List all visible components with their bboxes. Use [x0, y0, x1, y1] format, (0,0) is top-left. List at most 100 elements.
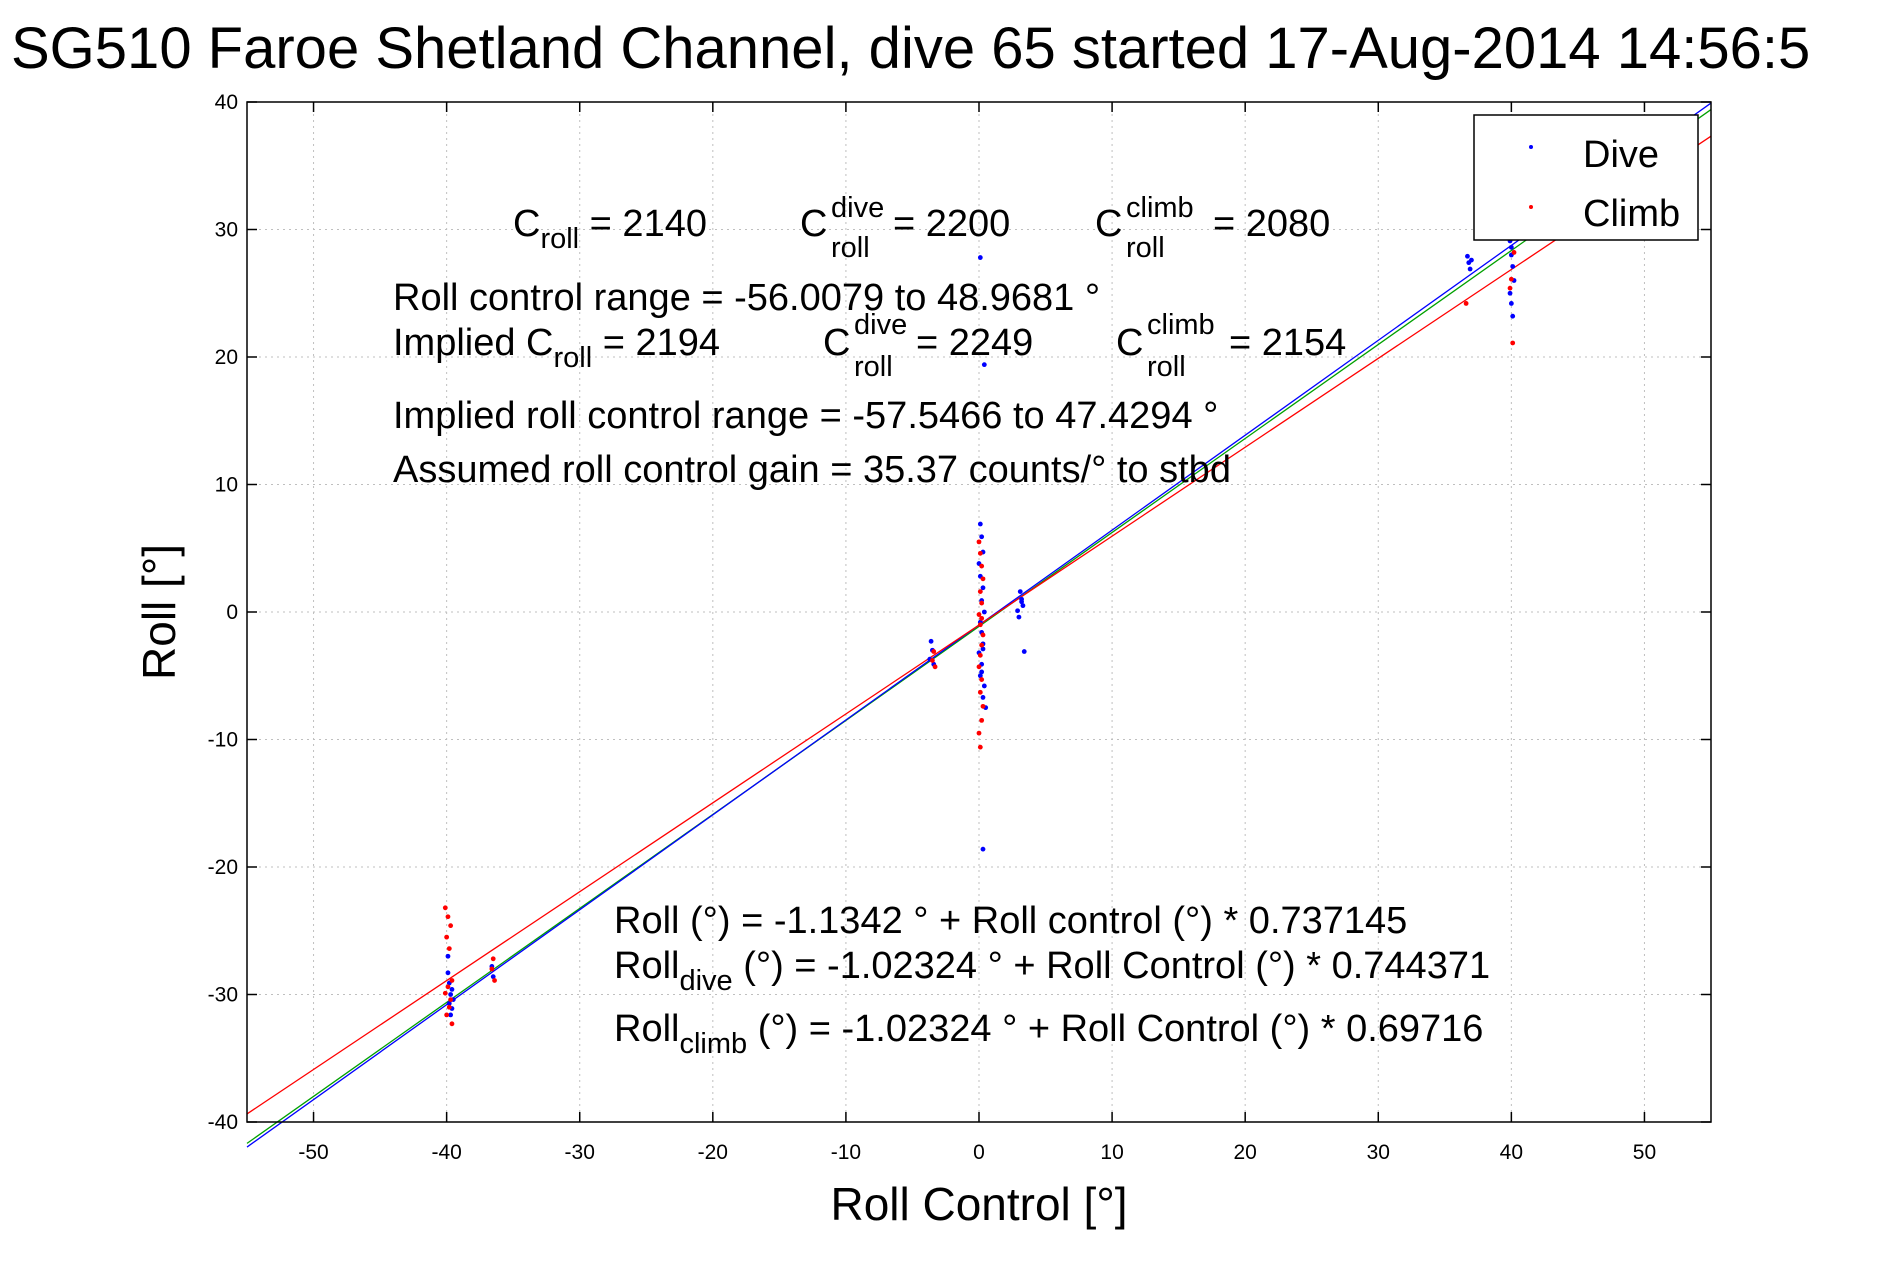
legend-marker-climb — [1529, 205, 1533, 209]
data-point-climb — [976, 539, 982, 545]
data-point-dive — [980, 646, 986, 652]
annotation-implied-c-roll-climb-value: = 2154 — [1229, 322, 1346, 364]
data-point-dive — [980, 846, 986, 852]
data-point-climb — [976, 664, 982, 670]
data-point-climb — [979, 615, 985, 621]
data-point-climb — [445, 984, 451, 990]
axis-ticks: -50 -40 -30 -20 -10 0 10 20 30 40 50 -40 -30 -20 -10 0 1… — [208, 91, 1711, 1164]
data-point-dive — [1015, 608, 1020, 614]
data-point-dive — [445, 953, 451, 959]
data-point-climb — [446, 1004, 452, 1010]
data-point-dive — [449, 987, 455, 992]
x-axis-label: Roll Control [°] — [830, 1178, 1127, 1230]
data-point-dive — [1016, 614, 1022, 620]
data-point-dive — [1465, 253, 1470, 259]
data-point-climb — [979, 563, 985, 569]
data-point-climb — [979, 600, 985, 606]
data-point-climb — [980, 703, 986, 709]
y-tick-label: 10 — [215, 474, 238, 497]
data-point-climb — [1508, 276, 1514, 282]
y-tick-label: -20 — [208, 856, 238, 879]
data-point-climb — [444, 934, 450, 940]
data-point-dive — [1021, 649, 1027, 654]
x-tick-label: 40 — [1500, 1141, 1523, 1164]
data-point-climb — [449, 1021, 455, 1027]
data-point-dive — [928, 638, 934, 644]
data-point-climb — [1511, 250, 1517, 255]
data-point-dive — [980, 585, 986, 591]
data-point-dive — [1507, 290, 1513, 296]
x-tick-label: -10 — [831, 1141, 861, 1164]
legend: Dive Climb — [1473, 114, 1699, 241]
legend-label-dive: Dive — [1583, 134, 1659, 176]
annotation-roll-control-range: Roll control range = -56.0079 to 48.9681… — [393, 277, 1100, 319]
annotation-c-roll-dive-value: = 2200 — [893, 203, 1010, 245]
annotation-implied-range: Implied roll control range = -57.5466 to… — [393, 395, 1218, 437]
annotation-assumed-gain: Assumed roll control gain = 35.37 counts… — [393, 449, 1231, 491]
data-point-climb — [1510, 340, 1516, 346]
x-tick-label: 30 — [1367, 1141, 1390, 1164]
annotation-implied-c-roll: Implied Croll = 2194 — [393, 322, 720, 374]
data-point-dive — [981, 683, 987, 689]
data-point-climb — [492, 978, 497, 983]
x-tick-label: 20 — [1234, 1141, 1257, 1164]
data-point-climb — [490, 956, 496, 962]
data-point-climb — [980, 576, 986, 582]
y-tick-label: -40 — [208, 1111, 238, 1134]
y-tick-label: 40 — [215, 91, 238, 114]
annotation-equation-all: Roll (°) = -1.1342 ° + Roll control (°) … — [614, 900, 1407, 942]
x-tick-label: 10 — [1100, 1141, 1123, 1164]
data-point-climb — [977, 550, 983, 556]
data-point-dive — [448, 1012, 454, 1018]
y-tick-label: -10 — [208, 729, 238, 752]
data-points — [442, 211, 1517, 1027]
data-point-dive — [1017, 589, 1023, 594]
data-point-climb — [442, 990, 448, 996]
data-point-climb — [445, 914, 451, 920]
data-point-climb — [1507, 285, 1513, 291]
annotation-c-roll: Croll = 2140 — [513, 203, 707, 255]
legend-box — [1473, 114, 1699, 241]
data-point-climb — [444, 1012, 450, 1018]
chart-title: SG510 Faroe Shetland Channel, dive 65 st… — [11, 16, 1810, 81]
legend-label-climb: Climb — [1583, 193, 1680, 235]
data-point-climb — [442, 905, 448, 911]
data-point-dive — [445, 970, 451, 976]
data-point-dive — [980, 695, 986, 700]
data-point-dive — [1469, 257, 1474, 263]
data-point-climb — [979, 677, 985, 682]
data-point-climb — [932, 664, 938, 670]
data-point-dive — [979, 669, 985, 675]
data-point-dive — [1020, 603, 1026, 609]
data-point-dive — [1510, 313, 1516, 319]
data-point-dive — [977, 673, 983, 679]
annotation-implied-c-roll-dive-value: = 2249 — [916, 322, 1033, 364]
data-point-dive — [448, 992, 454, 997]
x-tick-label: -40 — [431, 1141, 461, 1164]
data-point-dive — [981, 609, 987, 615]
data-point-climb — [980, 632, 986, 638]
data-point-climb — [977, 652, 983, 658]
data-point-climb — [977, 744, 983, 750]
annotation-equation-climb: Rollclimb (°) = -1.02324 ° + Roll Contro… — [614, 1008, 1483, 1060]
x-tick-label: -30 — [565, 1141, 595, 1164]
annotation-implied-c-roll-climb-sub: roll — [1147, 351, 1186, 383]
y-tick-label: -30 — [208, 984, 238, 1007]
data-point-climb — [489, 966, 495, 972]
data-point-climb — [930, 658, 935, 663]
data-point-dive — [1510, 264, 1516, 269]
annotation-implied-c-roll-dive-sub: roll — [854, 351, 893, 383]
data-point-dive — [1019, 599, 1024, 605]
data-point-dive — [977, 521, 983, 527]
data-point-climb — [979, 642, 985, 648]
x-tick-label: -20 — [698, 1141, 728, 1164]
data-point-dive — [981, 362, 987, 368]
annotation-c-roll-climb-sub: roll — [1126, 232, 1165, 264]
y-tick-label: 20 — [215, 346, 238, 369]
